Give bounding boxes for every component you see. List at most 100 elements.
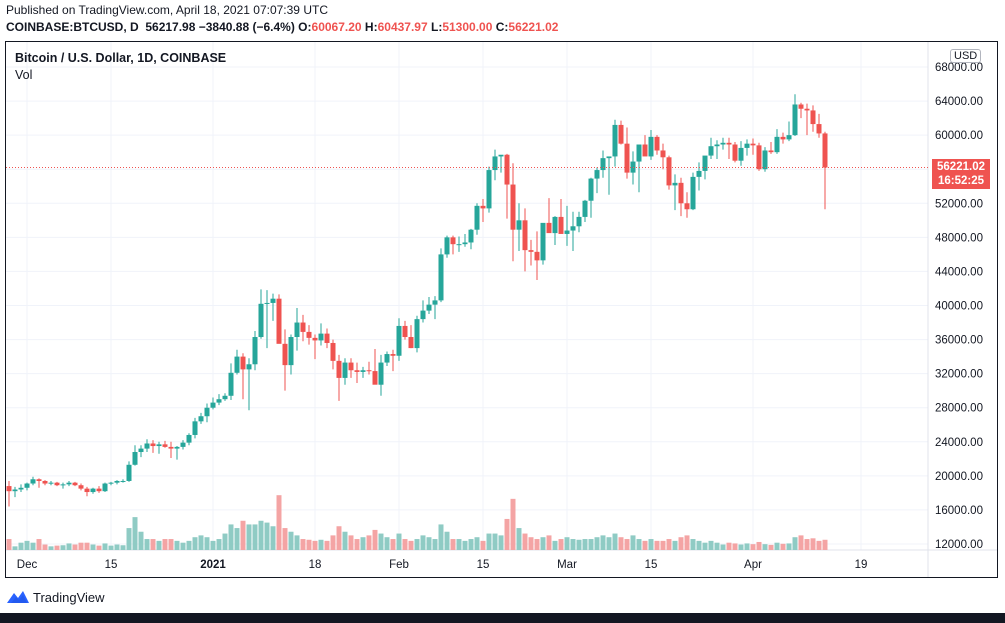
- volume-bar: [588, 539, 594, 550]
- y-tick-label: 36000.00: [935, 335, 983, 347]
- candle-body: [396, 325, 402, 356]
- volume-bar: [486, 533, 492, 550]
- volume-bar: [288, 531, 294, 550]
- volume-bar: [612, 533, 618, 550]
- currency-badge[interactable]: USD: [950, 49, 982, 63]
- volume-bar: [516, 528, 522, 550]
- volume-bar: [696, 540, 702, 550]
- candle-body: [168, 446, 174, 449]
- candle-body: [738, 147, 744, 161]
- volume-bar: [444, 531, 450, 550]
- series-title: Bitcoin / U.S. Dollar, 1D, COINBASE: [15, 51, 227, 65]
- close-value: 56221.02: [508, 20, 559, 34]
- volume-bar: [468, 539, 474, 550]
- volume-bar: [90, 544, 96, 550]
- volume-label: Vol: [15, 68, 33, 82]
- candle-body: [12, 489, 18, 492]
- volume-bar: [264, 522, 270, 550]
- volume-bar: [258, 520, 264, 550]
- volume-bar: [234, 528, 240, 550]
- candle-body: [372, 371, 378, 385]
- tradingview-brand[interactable]: TradingView: [33, 590, 105, 605]
- volume-bar: [96, 545, 102, 550]
- volume-bar: [84, 542, 90, 550]
- volume-bar: [72, 544, 78, 550]
- tradingview-logo-icon[interactable]: [6, 589, 30, 605]
- volume-bar: [150, 539, 156, 550]
- volume-bar: [474, 537, 480, 550]
- candle-body: [570, 226, 576, 231]
- volume-bar: [204, 537, 210, 550]
- candle-body: [192, 421, 198, 435]
- candle-body: [324, 333, 330, 343]
- candle-body: [576, 216, 582, 227]
- candle-body: [384, 354, 390, 363]
- volume-bar: [756, 541, 762, 550]
- volume-bar: [498, 535, 504, 550]
- low-value: 51300.00: [442, 20, 493, 34]
- volume-bar: [336, 526, 342, 550]
- volume-bar: [606, 537, 612, 550]
- candle-body: [702, 155, 708, 171]
- candle-body: [642, 144, 648, 157]
- candle-body: [618, 124, 624, 144]
- candle-body: [30, 479, 36, 484]
- volume-bar: [240, 520, 246, 550]
- candle-body: [36, 479, 42, 481]
- volume-bar: [306, 539, 312, 550]
- volume-bar: [582, 539, 588, 550]
- volume-bar: [492, 533, 498, 550]
- volume-bar: [108, 545, 114, 550]
- volume-bar: [114, 544, 120, 550]
- candle-body: [504, 154, 510, 185]
- y-tick-label: 68000.00: [935, 62, 983, 74]
- volume-bar: [120, 545, 126, 550]
- candle-body: [522, 220, 528, 251]
- volume-bar: [546, 535, 552, 550]
- volume-bar: [48, 546, 54, 550]
- candle-body: [264, 302, 270, 304]
- volume-bar: [24, 540, 30, 550]
- volume-bar: [402, 539, 408, 550]
- volume-bar: [480, 540, 486, 550]
- volume-bar: [192, 537, 198, 550]
- volume-bar: [270, 526, 276, 550]
- y-tick-label: 64000.00: [935, 96, 983, 108]
- volume-bar: [252, 524, 258, 550]
- volume-bar: [762, 544, 768, 550]
- candle-body: [414, 319, 420, 349]
- candle-body: [162, 444, 168, 447]
- volume-bar: [540, 537, 546, 550]
- volume-bar: [180, 542, 186, 550]
- price-chart[interactable]: 68000.0064000.0060000.0056000.0052000.00…: [6, 42, 997, 577]
- volume-bar: [282, 528, 288, 550]
- candle-body: [540, 222, 546, 261]
- candle-body: [180, 442, 186, 447]
- volume-bar: [522, 533, 528, 550]
- volume-bar: [666, 539, 672, 550]
- high-value: 60437.97: [377, 20, 428, 34]
- volume-bar: [36, 539, 42, 550]
- candle-body: [528, 250, 534, 252]
- candle-body: [354, 370, 360, 372]
- y-tick-label: 48000.00: [935, 232, 983, 244]
- volume-bar: [504, 518, 510, 550]
- candle-body: [696, 170, 702, 177]
- candle-body: [588, 178, 594, 201]
- x-tick-label: Mar: [557, 559, 577, 571]
- volume-bar: [450, 539, 456, 550]
- volume-bar: [726, 542, 732, 550]
- candle-body: [174, 446, 180, 449]
- y-tick-label: 24000.00: [935, 437, 983, 449]
- volume-bar: [216, 539, 222, 550]
- candle-body: [534, 251, 540, 261]
- candle-body: [720, 142, 726, 145]
- candle-body: [222, 395, 228, 400]
- candle-body: [132, 452, 138, 465]
- volume-bar: [576, 539, 582, 550]
- volume-bar: [636, 539, 642, 550]
- bar-countdown: 16:52:25: [937, 175, 985, 187]
- volume-bar: [396, 533, 402, 550]
- candle-body: [126, 464, 132, 481]
- volume-bar: [684, 535, 690, 550]
